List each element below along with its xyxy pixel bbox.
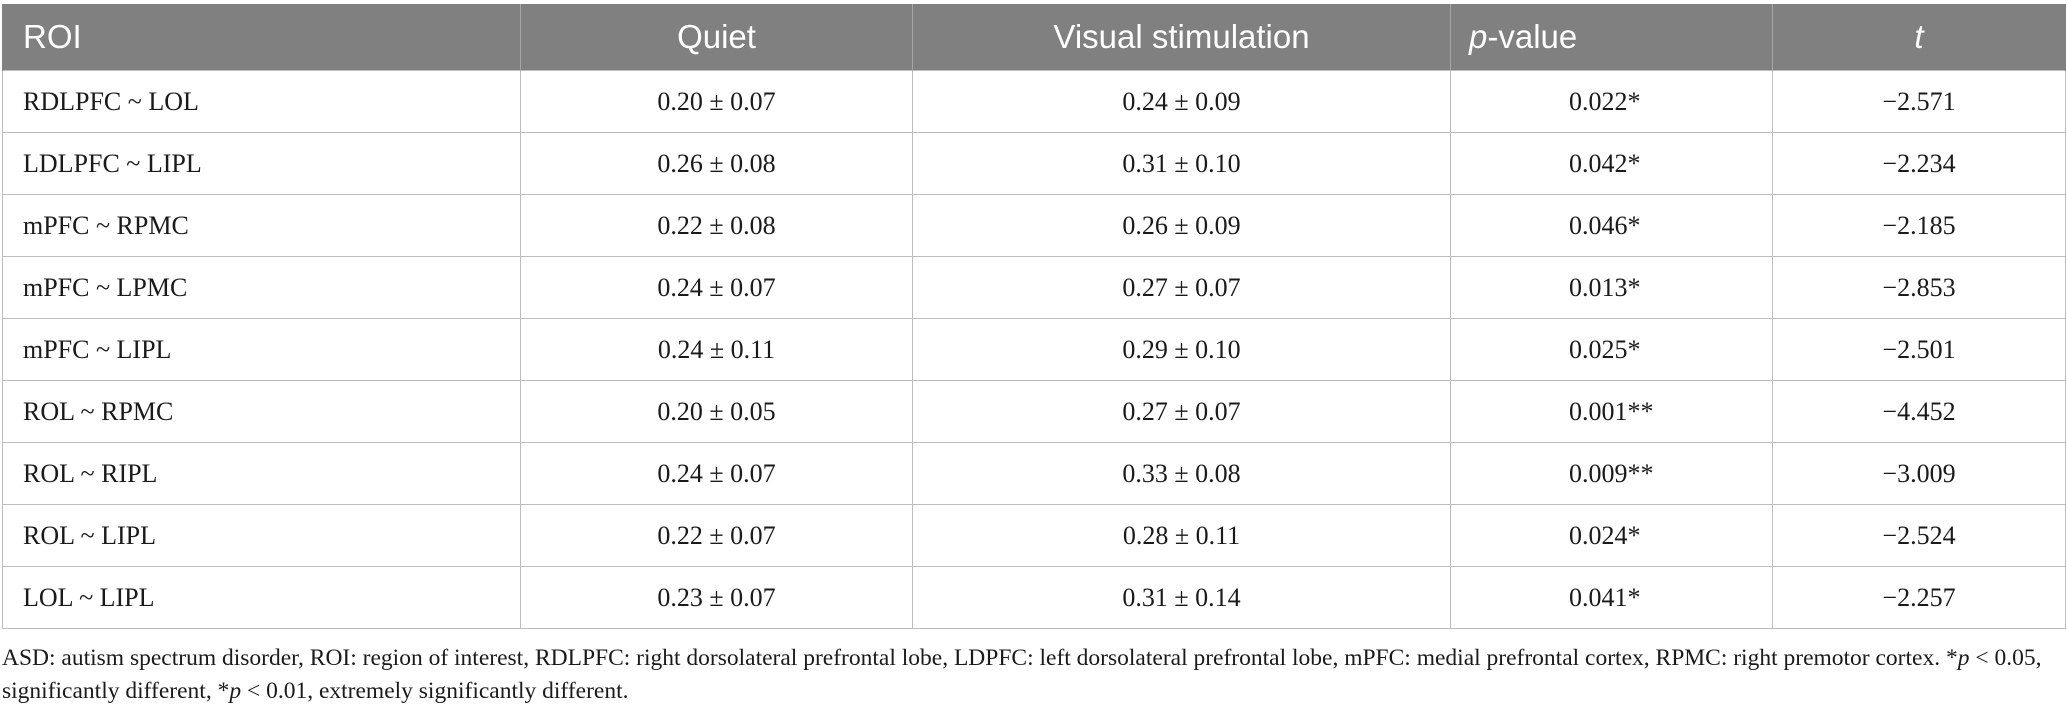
- cell-roi: ROL ~ LIPL: [2, 504, 521, 567]
- table-row: ROL ~ LIPL 0.22 ± 0.07 0.28 ± 0.11 0.024* −2…: [2, 504, 2066, 567]
- cell-p-value: 0.024*: [1450, 504, 1773, 567]
- cell-p-value: 0.041*: [1450, 566, 1773, 629]
- table-row: RDLPFC ~ LOL 0.20 ± 0.07 0.24 ± 0.09 0.022*…: [2, 70, 2066, 133]
- cell-t: −4.452: [1772, 380, 2066, 443]
- footnote-text-3: < 0.01, extremely significantly differen…: [241, 678, 629, 704]
- cell-p-value: 0.025*: [1450, 318, 1773, 381]
- header-roi: ROI: [2, 4, 521, 71]
- cell-visual-stimulation: 0.29 ± 0.10: [912, 318, 1451, 381]
- cell-t: −2.257: [1772, 566, 2066, 629]
- table-row: LOL ~ LIPL 0.23 ± 0.07 0.31 ± 0.14 0.041* −2…: [2, 566, 2066, 629]
- cell-p-value: 0.013*: [1450, 256, 1773, 319]
- cell-p-value: 0.009**: [1450, 442, 1773, 505]
- cell-visual-stimulation: 0.26 ± 0.09: [912, 194, 1451, 257]
- header-p-italic: p: [1469, 18, 1488, 55]
- cell-visual-stimulation: 0.31 ± 0.14: [912, 566, 1451, 629]
- header-p-rest: -value: [1487, 18, 1578, 55]
- footnote-text-2: < 0.05, significantly different, *: [2, 645, 2042, 704]
- table-row: mPFC ~ RPMC 0.22 ± 0.08 0.26 ± 0.09 0.046* −…: [2, 194, 2066, 257]
- cell-p-value: 0.042*: [1450, 132, 1773, 195]
- table-row: ROL ~ RPMC 0.20 ± 0.05 0.27 ± 0.07 0.001** −…: [2, 380, 2066, 443]
- cell-t: −2.185: [1772, 194, 2066, 257]
- header-t: t: [1772, 4, 2066, 71]
- cell-t: −2.501: [1772, 318, 2066, 381]
- header-quiet: Quiet: [520, 4, 913, 71]
- cell-quiet: 0.24 ± 0.07: [520, 442, 913, 505]
- cell-roi: LOL ~ LIPL: [2, 566, 521, 629]
- table-header: ROI Quiet Visual stimulation p-value t: [2, 4, 2066, 71]
- cell-roi: ROL ~ RPMC: [2, 380, 521, 443]
- cell-visual-stimulation: 0.28 ± 0.11: [912, 504, 1451, 567]
- cell-p-value: 0.046*: [1450, 194, 1773, 257]
- cell-t: −2.524: [1772, 504, 2066, 567]
- table-row: ROL ~ RIPL 0.24 ± 0.07 0.33 ± 0.08 0.009** −…: [2, 442, 2066, 505]
- cell-quiet: 0.24 ± 0.07: [520, 256, 913, 319]
- cell-quiet: 0.23 ± 0.07: [520, 566, 913, 629]
- table-row: mPFC ~ LIPL 0.24 ± 0.11 0.29 ± 0.10 0.025* −…: [2, 318, 2066, 381]
- cell-roi: RDLPFC ~ LOL: [2, 70, 521, 133]
- cell-quiet: 0.26 ± 0.08: [520, 132, 913, 195]
- cell-roi: LDLPFC ~ LIPL: [2, 132, 521, 195]
- cell-roi: ROL ~ RIPL: [2, 442, 521, 505]
- header-row: ROI Quiet Visual stimulation p-value t: [2, 4, 2066, 71]
- cell-roi: mPFC ~ LPMC: [2, 256, 521, 319]
- cell-t: −2.853: [1772, 256, 2066, 319]
- table-row: mPFC ~ LPMC 0.24 ± 0.07 0.27 ± 0.07 0.013* −…: [2, 256, 2066, 319]
- cell-t: −2.571: [1772, 70, 2066, 133]
- footnote-p-italic-2: p: [229, 678, 242, 704]
- footnote-text-1: ASD: autism spectrum disorder, ROI: regi…: [2, 645, 1958, 671]
- cell-roi: mPFC ~ RPMC: [2, 194, 521, 257]
- header-t-italic: t: [1914, 18, 1924, 55]
- cell-t: −2.234: [1772, 132, 2066, 195]
- cell-visual-stimulation: 0.27 ± 0.07: [912, 256, 1451, 319]
- results-table-container: ROI Quiet Visual stimulation p-value t R…: [2, 4, 2066, 629]
- cell-visual-stimulation: 0.24 ± 0.09: [912, 70, 1451, 133]
- cell-t: −3.009: [1772, 442, 2066, 505]
- table-footnote: ASD: autism spectrum disorder, ROI: regi…: [2, 642, 2052, 708]
- cell-quiet: 0.22 ± 0.07: [520, 504, 913, 567]
- cell-quiet: 0.20 ± 0.05: [520, 380, 913, 443]
- header-visual-stimulation: Visual stimulation: [912, 4, 1451, 71]
- cell-roi: mPFC ~ LIPL: [2, 318, 521, 381]
- cell-quiet: 0.20 ± 0.07: [520, 70, 913, 133]
- footnote-p-italic-1: p: [1957, 645, 1970, 671]
- roi-connectivity-table: ROI Quiet Visual stimulation p-value t R…: [2, 4, 2066, 629]
- cell-quiet: 0.24 ± 0.11: [520, 318, 913, 381]
- cell-visual-stimulation: 0.33 ± 0.08: [912, 442, 1451, 505]
- cell-visual-stimulation: 0.27 ± 0.07: [912, 380, 1451, 443]
- cell-visual-stimulation: 0.31 ± 0.10: [912, 132, 1451, 195]
- table-body: RDLPFC ~ LOL 0.20 ± 0.07 0.24 ± 0.09 0.022*…: [2, 70, 2066, 629]
- header-p-value: p-value: [1450, 4, 1773, 71]
- table-row: LDLPFC ~ LIPL 0.26 ± 0.08 0.31 ± 0.10 0.042…: [2, 132, 2066, 195]
- cell-quiet: 0.22 ± 0.08: [520, 194, 913, 257]
- cell-p-value: 0.001**: [1450, 380, 1773, 443]
- cell-p-value: 0.022*: [1450, 70, 1773, 133]
